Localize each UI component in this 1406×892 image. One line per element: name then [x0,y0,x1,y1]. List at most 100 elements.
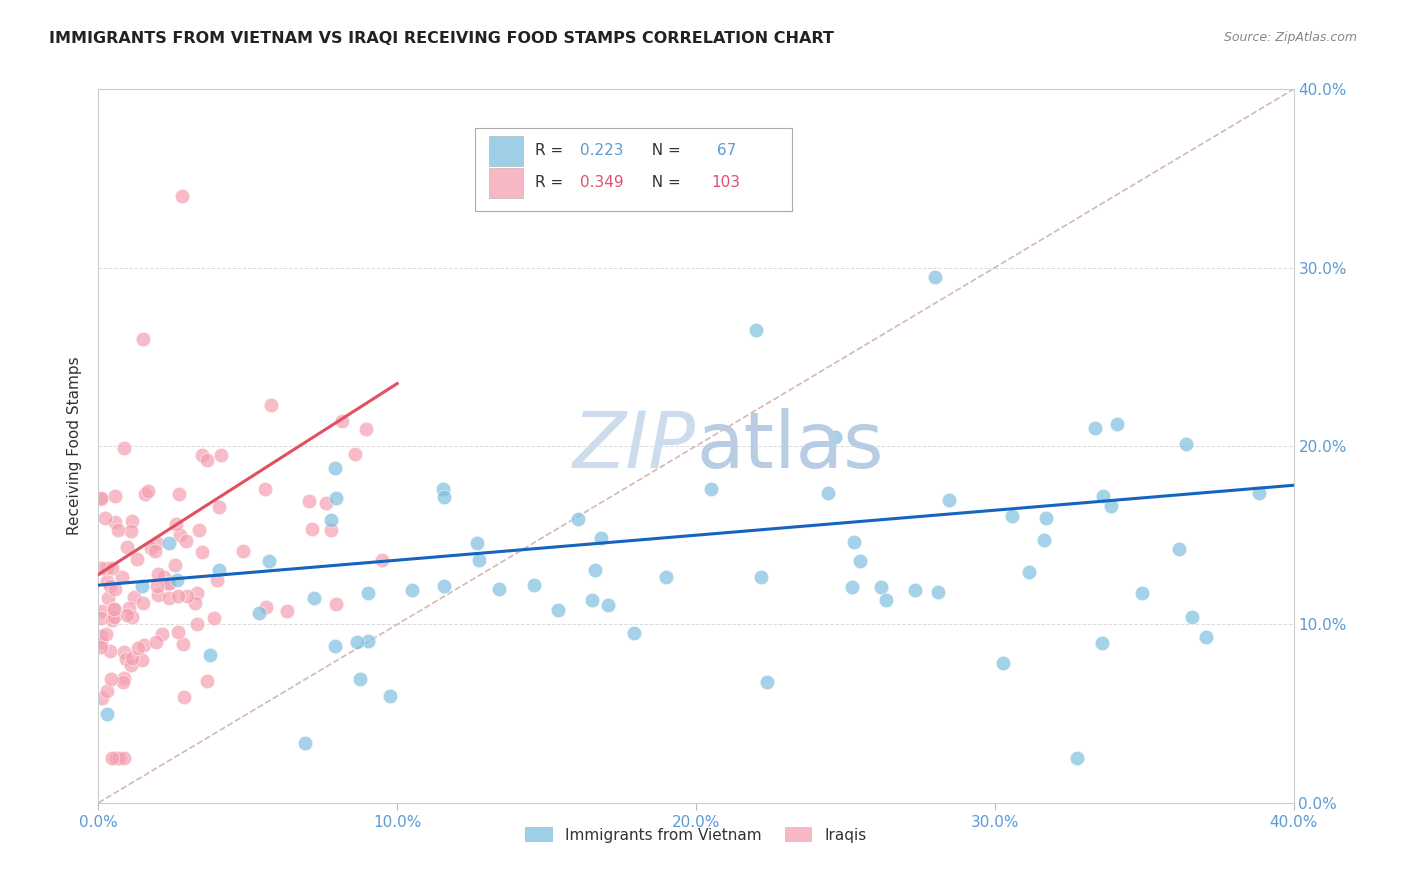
Point [156,577,179,591]
Point [623,626,645,640]
Point [260,399,283,413]
Point [349,673,371,687]
Point [118,600,141,615]
Point [191,448,214,462]
Point [523,578,546,592]
Point [112,751,135,765]
Point [1107,417,1129,431]
Point [202,611,225,625]
Y-axis label: Receiving Food Stamps: Receiving Food Stamps [67,357,83,535]
Point [104,489,127,503]
Point [589,531,612,545]
Point [122,590,145,604]
Point [120,524,142,538]
Point [115,652,138,666]
Point [101,561,124,575]
Point [323,639,346,653]
Point [105,751,128,765]
Point [91,604,114,618]
Point [139,541,162,555]
Point [195,673,218,688]
Point [91,690,114,705]
Text: ZIP: ZIP [574,408,696,484]
Point [94,627,117,641]
Point [103,602,125,616]
Point [1066,751,1088,765]
Point [209,448,232,462]
Point [1175,437,1198,451]
Point [186,617,208,632]
Point [325,491,347,505]
Point [173,690,195,704]
Point [167,590,190,604]
Point [169,527,191,541]
Point [253,482,276,496]
Point [90,640,112,654]
Point [120,658,142,673]
Text: 0.349: 0.349 [581,175,624,190]
Point [301,522,323,536]
Point [304,591,326,605]
Point [581,592,603,607]
Point [146,567,169,582]
Point [98,643,121,657]
Point [172,189,194,203]
Point [131,653,153,667]
Point [90,610,112,624]
Point [927,585,949,599]
Point [357,586,380,600]
Point [186,586,208,600]
Point [198,648,221,662]
Point [755,674,778,689]
Point [190,545,212,559]
Point [354,422,377,436]
Point [112,645,135,659]
Point [343,447,366,461]
Point [131,579,153,593]
Point [134,487,156,501]
Text: N =: N = [643,143,681,158]
Point [96,683,118,698]
Point [938,492,960,507]
Text: atlas: atlas [696,408,883,484]
Point [1091,489,1114,503]
Point [330,415,353,429]
Point [432,482,454,496]
Point [842,535,865,549]
Point [132,638,155,652]
Point [1099,499,1122,513]
Point [1084,420,1107,434]
Text: 67: 67 [711,143,735,158]
Point [167,487,190,501]
Point [112,674,135,689]
Point [188,523,211,537]
Point [315,496,337,510]
Point [254,600,277,615]
Point [1195,630,1218,644]
Point [94,510,117,524]
Point [870,580,893,594]
Point [145,635,167,649]
Point [824,430,846,444]
Point [1247,485,1270,500]
Point [654,569,676,583]
Point [172,637,194,651]
Point [107,751,129,765]
Point [101,751,124,765]
Point [841,580,863,594]
Point [176,590,198,604]
Point [488,582,510,596]
Text: R =: R = [534,175,568,190]
Bar [489,168,523,198]
Point [259,554,281,568]
Point [547,603,569,617]
Point [401,582,423,597]
Point [157,591,180,605]
Point [247,607,270,621]
Point [325,597,347,611]
Point [145,536,167,550]
Point [101,613,124,627]
Point [115,608,138,623]
Point [125,551,148,566]
Point [745,323,768,337]
